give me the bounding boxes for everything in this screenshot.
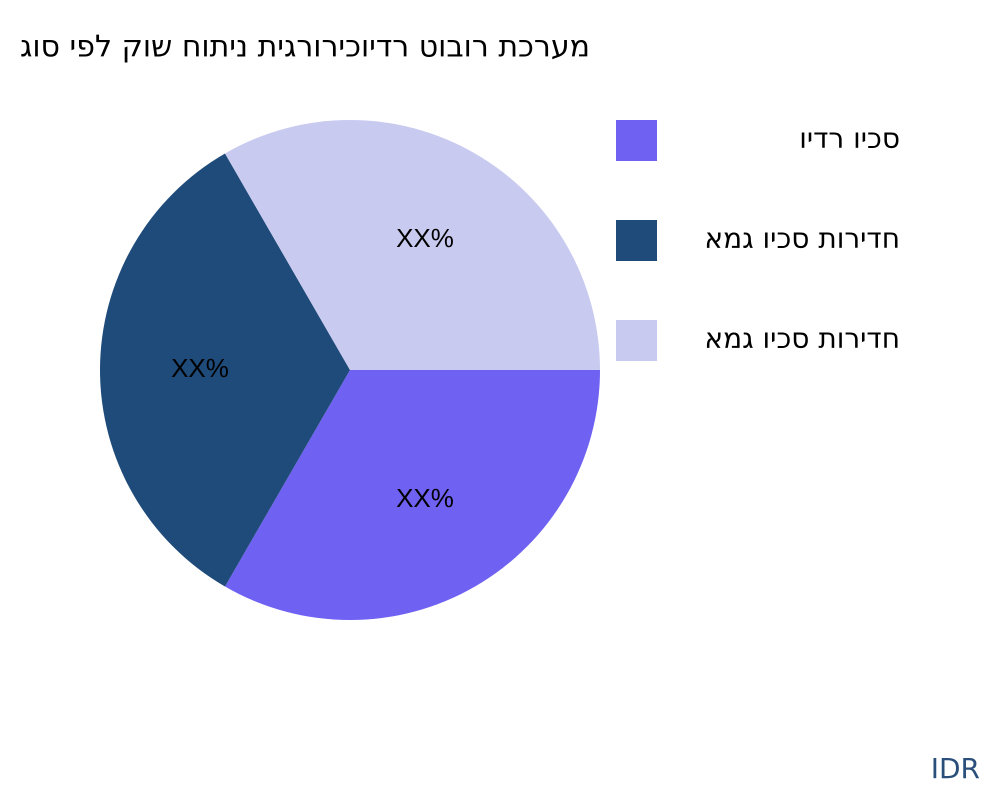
legend-swatch (616, 220, 657, 261)
legend-swatch (616, 120, 657, 161)
legend-swatch (616, 320, 657, 361)
slice-label: XX% (396, 223, 454, 253)
pie-slice (225, 370, 600, 620)
legend-label: אמג ויכס תורידח (704, 322, 900, 355)
legend-label: וידר ויכס (799, 122, 900, 155)
slice-label: XX% (396, 483, 454, 513)
slice-label: XX% (171, 353, 229, 383)
legend-label: אמג ויכס תורידח (704, 222, 900, 255)
chart-title: גוס יפל קוש חותינ תיגרוריכוידר טובור תכר… (20, 30, 590, 65)
watermark: IDR (931, 752, 980, 785)
pie-slice (225, 119, 600, 370)
